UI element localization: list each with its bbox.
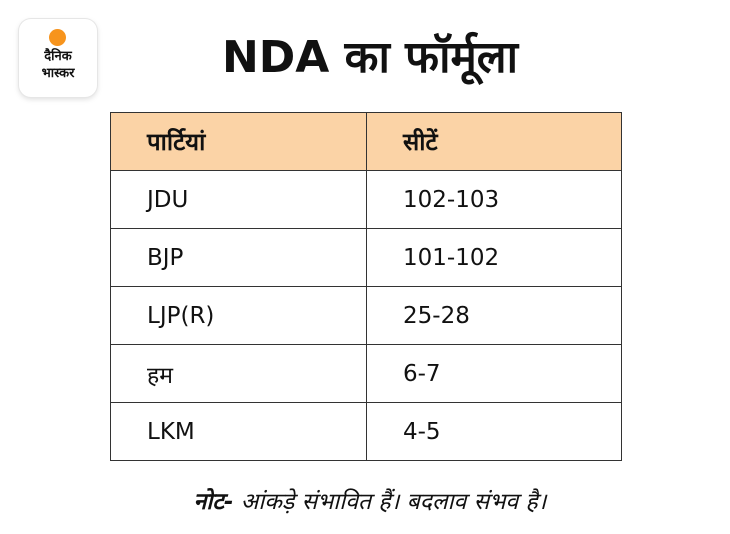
- seat-sharing-table: पार्टियां सीटें JDU 102-103 BJP 101-102 …: [110, 112, 622, 461]
- table-row: हम 6-7: [110, 344, 622, 403]
- header-seats: सीटें: [366, 112, 622, 171]
- cell-seats: 6-7: [366, 344, 622, 403]
- header-party: पार्टियां: [110, 112, 367, 171]
- table-row: LKM 4-5: [110, 402, 622, 461]
- cell-party: BJP: [110, 228, 367, 287]
- cell-seats: 101-102: [366, 228, 622, 287]
- logo-text-line-1: दैनिक: [44, 49, 72, 64]
- cell-seats: 4-5: [366, 402, 622, 461]
- dainik-bhaskar-logo: दैनिक भास्कर: [19, 19, 97, 97]
- table-row: BJP 101-102: [110, 228, 622, 287]
- sun-icon: [49, 29, 66, 46]
- cell-party: हम: [110, 344, 367, 403]
- cell-party: JDU: [110, 170, 367, 229]
- footnote-text: आंकड़े संभावित हैं। बदलाव संभव है।: [233, 489, 547, 515]
- logo-text-line-2: भास्कर: [41, 66, 75, 81]
- cell-seats: 25-28: [366, 286, 622, 345]
- cell-party: LKM: [110, 402, 367, 461]
- table-row: JDU 102-103: [110, 170, 622, 229]
- table-header-row: पार्टियां सीटें: [110, 112, 622, 171]
- table-row: LJP(R) 25-28: [110, 286, 622, 345]
- page-title: NDA का फॉर्मूला: [221, 32, 519, 83]
- cell-party: LJP(R): [110, 286, 367, 345]
- footnote-label: नोट-: [193, 489, 234, 515]
- cell-seats: 102-103: [366, 170, 622, 229]
- footnote: नोट- आंकड़े संभावित हैं। बदलाव संभव है।: [100, 484, 640, 520]
